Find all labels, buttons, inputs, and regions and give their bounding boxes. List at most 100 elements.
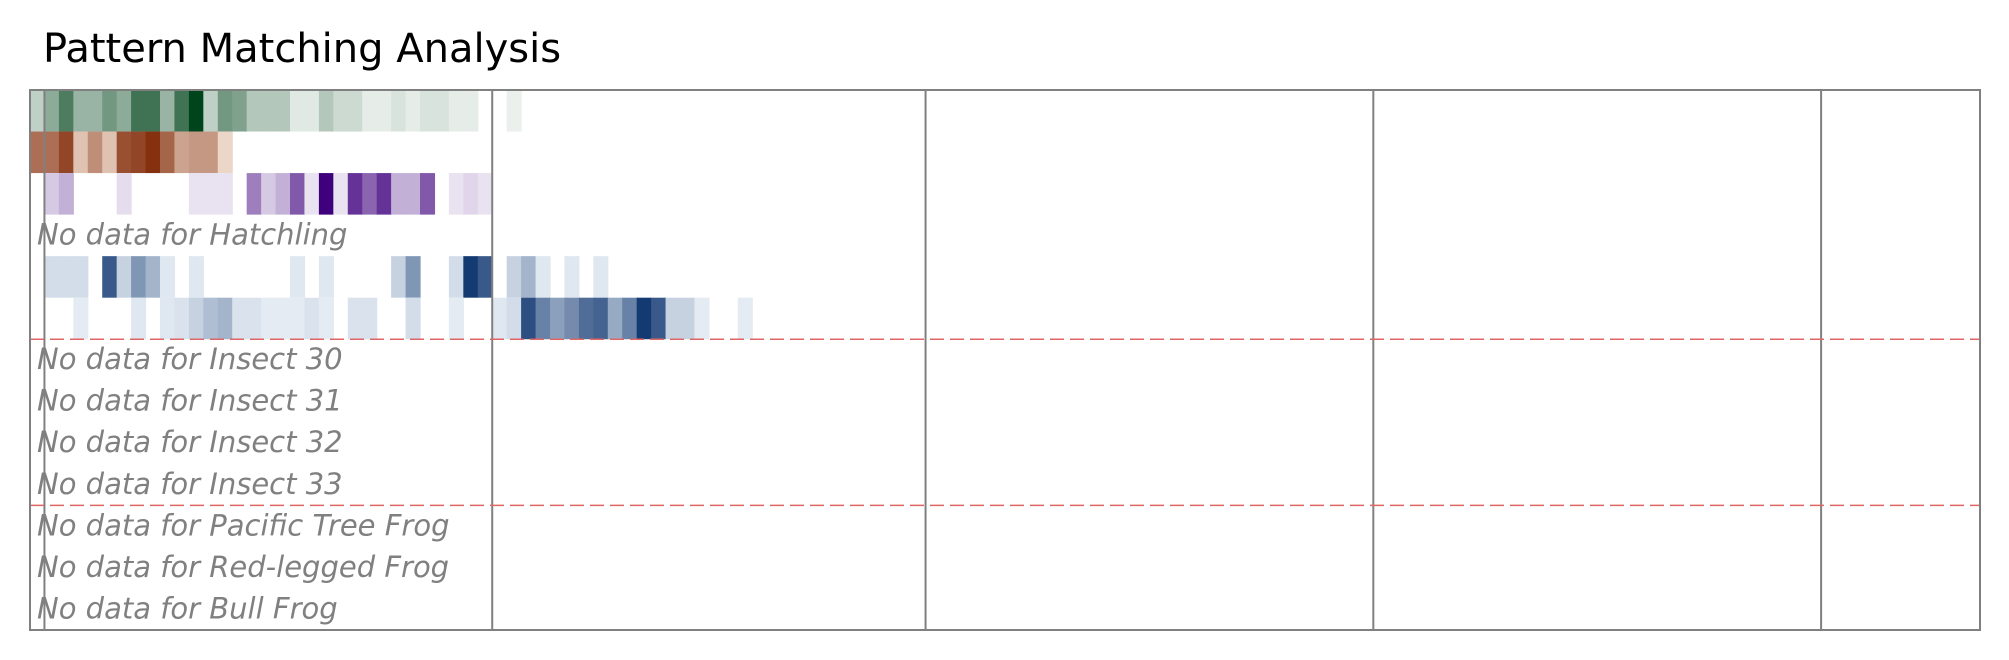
no-data-label: No data for Insect 30 xyxy=(37,342,343,376)
heatmap-cell xyxy=(290,173,306,215)
heatmap-cell xyxy=(318,256,334,298)
heatmap-cell xyxy=(44,173,60,215)
heatmap-cell xyxy=(521,256,537,298)
heatmap-cell xyxy=(535,297,551,340)
no-data-label: No data for Pacific Tree Frog xyxy=(37,508,450,542)
heatmap-cell xyxy=(160,297,176,340)
group-separators xyxy=(30,338,1980,507)
heatmap-cell xyxy=(578,297,594,340)
heatmap-cell xyxy=(102,90,118,132)
heatmap-cell xyxy=(492,297,508,340)
chart-title: Pattern Matching Analysis xyxy=(43,26,561,72)
heatmap-cell xyxy=(318,90,334,132)
heatmap-cell xyxy=(131,297,147,340)
heatmap-cell xyxy=(333,173,349,215)
vertical-grid-lines xyxy=(43,90,1823,630)
heatmap-cell xyxy=(232,297,248,340)
heatmap-cell xyxy=(203,173,219,215)
heatmap-cell xyxy=(347,173,363,215)
heatmap-cell xyxy=(463,90,479,132)
heatmap-cell xyxy=(362,173,378,215)
heatmap-cell xyxy=(217,297,233,340)
heatmap-cell xyxy=(73,90,89,132)
no-data-label: No data for Bull Frog xyxy=(37,591,338,625)
no-data-label: No data for Insect 32 xyxy=(37,425,343,459)
heatmap-cell xyxy=(261,297,277,340)
heatmap-cell xyxy=(477,256,493,298)
plot-frame xyxy=(29,89,1981,631)
heatmap-cell xyxy=(145,90,161,132)
heatmap-cell xyxy=(448,90,464,132)
heatmap-cell xyxy=(405,256,421,298)
heatmap-cell xyxy=(694,297,710,340)
heatmap-cell xyxy=(506,297,522,340)
heatmap-cell xyxy=(737,297,753,340)
heatmap-cell xyxy=(304,297,320,340)
heatmap-cell xyxy=(217,173,233,215)
no-data-label: No data for Insect 33 xyxy=(37,467,343,501)
heatmap-cell xyxy=(188,173,204,215)
heatmap-cell xyxy=(131,131,147,174)
heatmap-cell xyxy=(246,297,262,340)
heatmap-cell xyxy=(116,256,132,298)
heatmap-cell xyxy=(217,90,233,132)
heatmap-cell xyxy=(203,297,219,340)
heatmap-cell xyxy=(246,90,262,132)
heatmap-cell xyxy=(131,90,147,132)
heatmap-cell xyxy=(131,256,147,298)
heatmap-cell xyxy=(73,297,89,340)
heatmap-cell xyxy=(376,173,392,215)
heatmap-cell xyxy=(463,256,479,298)
heatmap-cells xyxy=(30,90,753,340)
heatmap-cell xyxy=(275,297,291,340)
heatmap-cell xyxy=(506,256,522,298)
heatmap-cell xyxy=(636,297,652,340)
heatmap-cell xyxy=(188,90,204,132)
heatmap-cell xyxy=(593,256,609,298)
no-data-label: No data for Hatchling xyxy=(37,218,347,252)
no-data-label: No data for Red-legged Frog xyxy=(37,550,449,584)
heatmap-cell xyxy=(102,131,118,174)
heatmap-cell xyxy=(116,90,132,132)
heatmap-cell xyxy=(680,297,696,340)
heatmap-cell xyxy=(665,297,681,340)
heatmap-cell xyxy=(87,90,103,132)
heatmap-cell xyxy=(145,256,161,298)
heatmap-cell xyxy=(564,256,580,298)
heatmap-cell xyxy=(391,90,407,132)
heatmap-cell xyxy=(347,90,363,132)
heatmap-cell xyxy=(506,90,522,132)
heatmap-cell xyxy=(290,90,306,132)
heatmap-cell xyxy=(87,131,103,174)
no-data-label: No data for Insect 31 xyxy=(37,384,343,418)
heatmap-cell xyxy=(304,173,320,215)
heatmap-cell xyxy=(174,131,190,174)
heatmap-cell xyxy=(73,131,89,174)
heatmap-cell xyxy=(607,297,623,340)
heatmap-cell xyxy=(203,90,219,132)
heatmap-cell xyxy=(261,90,277,132)
heatmap-cell xyxy=(318,173,334,215)
heatmap-cell xyxy=(550,297,566,340)
heatmap-cell xyxy=(420,90,436,132)
heatmap-cell xyxy=(145,131,161,174)
heatmap-cell xyxy=(174,297,190,340)
heatmap-cell xyxy=(448,256,464,298)
heatmap-cell xyxy=(174,90,190,132)
heatmap-cell xyxy=(362,297,378,340)
heatmap-cell xyxy=(347,297,363,340)
heatmap-cell xyxy=(58,256,74,298)
heatmap-cell xyxy=(535,256,551,298)
heatmap-cell xyxy=(333,90,349,132)
heatmap-cell xyxy=(318,297,334,340)
heatmap-cell xyxy=(622,297,638,340)
heatmap-cell xyxy=(290,256,306,298)
heatmap-cell xyxy=(73,256,89,298)
heatmap-cell xyxy=(463,173,479,215)
heatmap-cell xyxy=(651,297,667,340)
heatmap-cell xyxy=(232,90,248,132)
heatmap-cell xyxy=(376,90,392,132)
heatmap-cell xyxy=(275,90,291,132)
heatmap-cell xyxy=(160,131,176,174)
heatmap-cell xyxy=(391,173,407,215)
